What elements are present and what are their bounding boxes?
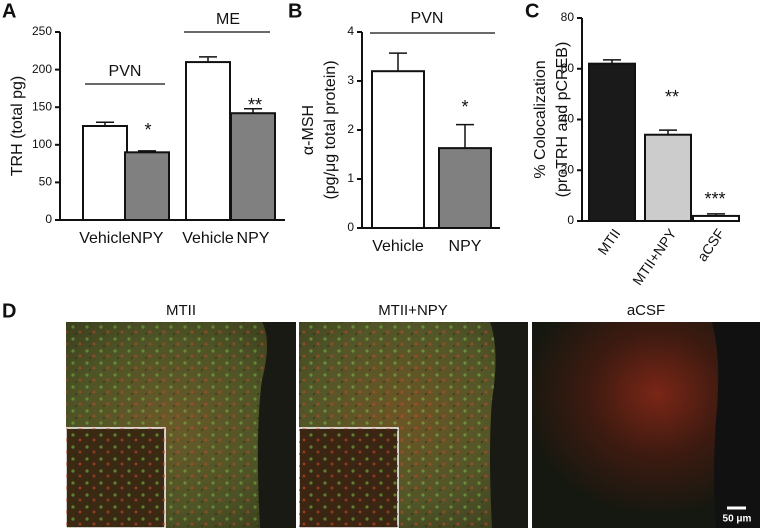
x-tick-label: NPY — [131, 230, 164, 247]
inset-texture — [299, 428, 398, 528]
image-label: aCSF — [627, 302, 665, 319]
y-tick-label: 0 — [567, 213, 574, 227]
annotation: * — [461, 97, 468, 117]
image-label: MTII — [166, 302, 196, 319]
y-tick-label: 250 — [32, 24, 52, 38]
bar — [692, 214, 740, 223]
x-tick-label: Vehicle — [182, 230, 234, 247]
y-tick-label: 0 — [45, 212, 52, 226]
x-tick-label: MTII+NPY — [629, 225, 680, 288]
y-tick-label: 40 — [561, 112, 575, 126]
y-tick-label: 3 — [347, 73, 354, 87]
y-axis-label: TRH (total pg) — [9, 76, 26, 176]
x-tick-label: NPY — [237, 230, 270, 247]
bar — [588, 62, 636, 222]
y-tick-label: 100 — [32, 137, 52, 151]
y-tick-label: 200 — [32, 62, 52, 76]
bar — [371, 70, 425, 229]
y-axis-label: % Colocalization — [532, 60, 549, 178]
annotation: *** — [704, 189, 725, 209]
annotation: * — [144, 120, 151, 140]
y-tick-label: 2 — [347, 122, 354, 136]
y-axis-label: (proTRH and pCREB) — [554, 42, 571, 198]
y-tick-label: 20 — [561, 162, 575, 176]
image-label: MTII+NPY — [378, 302, 448, 319]
bar — [185, 61, 231, 221]
y-tick-label: 60 — [561, 61, 575, 75]
annotation: PVN — [411, 10, 444, 27]
panel-label: D — [2, 300, 16, 322]
y-tick-label: 50 — [39, 175, 53, 189]
bar — [438, 147, 492, 230]
y-tick-label: 4 — [347, 24, 354, 38]
bar — [82, 125, 128, 221]
annotation: ** — [248, 95, 262, 115]
x-tick-label: NPY — [449, 238, 482, 255]
tissue-edge — [257, 322, 296, 528]
y-tick-label: 1 — [347, 171, 354, 185]
x-tick-label: MTII — [594, 226, 623, 258]
y-tick-label: 0 — [347, 220, 354, 234]
annotation: ME — [216, 11, 240, 28]
micrographs — [65, 322, 760, 528]
x-tick-label: Vehicle — [372, 238, 424, 255]
bar — [644, 133, 692, 223]
annotation: PVN — [109, 63, 142, 80]
x-tick-label: Vehicle — [79, 230, 131, 247]
bar — [124, 151, 170, 222]
tissue-edge — [712, 322, 760, 528]
y-axis-label: (pg/μg total protein) — [322, 60, 339, 199]
y-tick-label: 150 — [32, 99, 52, 113]
panel-label: A — [2, 0, 16, 22]
panel-label: C — [525, 0, 539, 22]
annotation: ** — [665, 87, 679, 107]
y-tick-label: 80 — [561, 10, 575, 24]
inset-texture — [66, 428, 165, 528]
scale-bar-label: 50 μm — [723, 514, 752, 525]
y-axis-label: α-MSH — [300, 105, 317, 155]
tissue-edge — [490, 322, 528, 528]
bar — [230, 112, 276, 221]
panel-label: B — [288, 0, 302, 22]
x-tick-label: aCSF — [694, 226, 728, 265]
